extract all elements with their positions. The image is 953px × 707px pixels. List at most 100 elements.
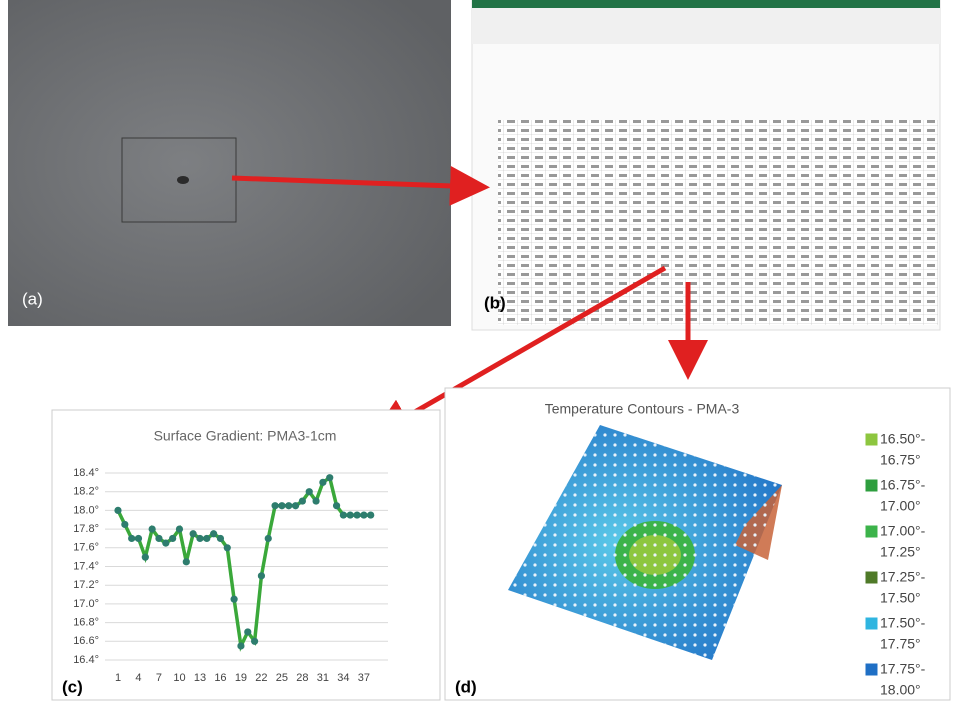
panel-c: Surface Gradient: PMA3-1cm (c) 16.4° 16.6… bbox=[51, 409, 441, 701]
marker bbox=[203, 534, 211, 543]
legend-swatch bbox=[864, 478, 879, 493]
legend-label: 17.75°- bbox=[880, 661, 926, 677]
marker bbox=[121, 520, 129, 529]
marker bbox=[278, 502, 286, 510]
marker bbox=[285, 502, 293, 510]
y-tick-label: 17.2° bbox=[73, 579, 99, 591]
marker bbox=[319, 478, 327, 486]
y-tick-label: 18.0° bbox=[73, 504, 99, 516]
marker bbox=[189, 530, 197, 538]
sample-grid bbox=[508, 425, 782, 660]
panel-d: Temperature Contours - PMA-3 (d) 16.50°-… bbox=[444, 387, 951, 701]
legend-swatch bbox=[864, 432, 879, 447]
legend-label: 17.50°- bbox=[880, 615, 926, 631]
marker bbox=[182, 558, 190, 566]
chart-frame bbox=[51, 409, 441, 701]
x-tick-label: 34 bbox=[337, 672, 349, 684]
x-tick-label: 10 bbox=[173, 672, 185, 684]
marker bbox=[367, 511, 375, 519]
marker bbox=[305, 488, 313, 496]
y-tick-label: 17.6° bbox=[73, 542, 99, 554]
marker bbox=[196, 534, 204, 543]
chart-title: Surface Gradient: PMA3-1cm bbox=[154, 428, 337, 444]
marker bbox=[141, 553, 149, 561]
toolbar bbox=[472, 8, 940, 44]
x-tick-label: 7 bbox=[156, 672, 162, 684]
marker bbox=[298, 497, 307, 505]
marker bbox=[339, 511, 347, 519]
legend-label: 18.00° bbox=[880, 682, 921, 698]
marker bbox=[346, 511, 354, 519]
panel-label: (c) bbox=[62, 677, 83, 696]
marker bbox=[326, 474, 334, 482]
x-tick-label: 19 bbox=[235, 672, 247, 684]
marker bbox=[257, 572, 266, 580]
map-title: Temperature Contours - PMA-3 bbox=[545, 401, 740, 417]
x-tick-label: 13 bbox=[194, 672, 206, 684]
legend-swatch bbox=[864, 570, 879, 585]
x-tick-label: 1 bbox=[115, 672, 121, 684]
y-tick-label: 18.4° bbox=[73, 467, 99, 479]
cell-grid bbox=[498, 120, 938, 325]
legend-label: 17.75° bbox=[880, 636, 921, 652]
marker bbox=[264, 534, 272, 543]
legend-swatch bbox=[864, 616, 879, 631]
x-tick-label: 22 bbox=[255, 672, 267, 684]
marker bbox=[128, 534, 136, 543]
marker bbox=[244, 628, 252, 636]
legend-label: 16.75° bbox=[880, 452, 921, 468]
marker bbox=[230, 595, 238, 603]
legend-swatch bbox=[864, 662, 879, 677]
marker bbox=[360, 511, 368, 519]
x-tick-label: 25 bbox=[276, 672, 288, 684]
legend-label: 17.00°- bbox=[880, 523, 926, 539]
panel-label: (b) bbox=[484, 293, 506, 312]
legend-label: 17.25° bbox=[880, 544, 921, 560]
x-tick-label: 4 bbox=[135, 672, 141, 684]
x-tick-label: 16 bbox=[214, 672, 226, 684]
legend-label: 17.50° bbox=[880, 590, 921, 606]
marker bbox=[169, 534, 177, 543]
legend-label: 17.25°- bbox=[880, 569, 926, 585]
marker bbox=[291, 502, 300, 510]
marker bbox=[162, 539, 170, 547]
y-tick-label: 17.0° bbox=[73, 598, 99, 610]
marker bbox=[332, 502, 341, 510]
y-tick-label: 16.8° bbox=[73, 617, 99, 629]
x-tick-label: 31 bbox=[317, 672, 329, 684]
marker bbox=[155, 534, 163, 543]
photo bbox=[8, 0, 451, 326]
marker bbox=[175, 525, 184, 533]
marker bbox=[251, 637, 259, 645]
marker bbox=[353, 511, 361, 519]
y-tick-label: 17.8° bbox=[73, 523, 99, 535]
legend-label: 17.00° bbox=[880, 498, 921, 514]
x-tick-label: 37 bbox=[358, 672, 370, 684]
panel-b: (b) bbox=[471, 0, 941, 331]
y-tick-label: 16.6° bbox=[73, 635, 99, 647]
y-tick-label: 17.4° bbox=[73, 560, 99, 572]
panel-a: (a) bbox=[8, 0, 451, 326]
ribbon bbox=[472, 0, 940, 8]
panel-label: (d) bbox=[455, 677, 477, 696]
arrow bbox=[231, 165, 490, 206]
legend-label: 16.75°- bbox=[880, 477, 926, 493]
marker bbox=[271, 502, 279, 510]
legend-swatch bbox=[864, 524, 879, 539]
marker bbox=[312, 497, 320, 505]
x-tick-label: 28 bbox=[296, 672, 308, 684]
y-tick-label: 16.4° bbox=[73, 654, 99, 666]
marker bbox=[210, 530, 218, 538]
spot bbox=[177, 176, 189, 184]
panel-label: (a) bbox=[22, 289, 43, 308]
y-tick-label: 18.2° bbox=[73, 486, 99, 498]
marker bbox=[114, 506, 122, 514]
marker bbox=[216, 534, 225, 543]
marker bbox=[237, 642, 245, 650]
marker bbox=[223, 544, 231, 552]
marker bbox=[148, 525, 156, 533]
arrow bbox=[371, 265, 667, 437]
legend-label: 16.50°- bbox=[880, 431, 926, 447]
